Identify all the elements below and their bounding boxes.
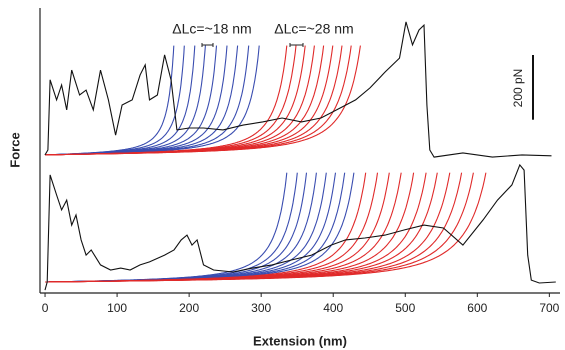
fit-curve [45, 172, 438, 283]
x-tick-label: 0 [42, 301, 49, 315]
x-axis-label: Extension (nm) [253, 333, 347, 348]
fit-curve [45, 172, 379, 283]
x-tick-label: 600 [467, 301, 487, 315]
x-tick-label: 100 [107, 301, 127, 315]
fit-curve [45, 172, 288, 283]
fit-curve [45, 172, 415, 283]
annotation: ΔLc=~28 nm [274, 21, 353, 37]
y-axis-label: Force [7, 132, 22, 167]
fit-curve [44, 45, 206, 156]
fit-curve [45, 172, 402, 283]
fit-curve [44, 45, 250, 156]
fit-curve [44, 45, 306, 156]
fit-curve [45, 172, 327, 283]
fit-curve [45, 172, 474, 283]
fit-curve [44, 45, 361, 156]
x-tick-label: 300 [251, 301, 271, 315]
scale-bar-label: 200 pN [511, 69, 525, 108]
fit-curve [45, 172, 346, 283]
fit-curve [44, 45, 239, 156]
x-tick-label: 700 [539, 301, 559, 315]
bracket [289, 43, 304, 47]
fit-curve [45, 172, 317, 283]
x-tick-label: 400 [323, 301, 343, 315]
force-trace [44, 21, 552, 158]
fit-curve [45, 172, 337, 283]
fit-curve [45, 172, 487, 283]
bracket [201, 43, 214, 47]
fit-curve [44, 45, 325, 156]
fit-curve [45, 172, 298, 283]
annotation: ΔLc=~18 nm [172, 21, 251, 37]
fit-curve [45, 172, 390, 283]
fit-curve [45, 172, 463, 283]
x-tick-label: 500 [395, 301, 415, 315]
force-trace [44, 163, 556, 291]
x-tick-label: 200 [179, 301, 199, 315]
fit-curve [45, 172, 355, 283]
fit-curve [44, 45, 228, 156]
